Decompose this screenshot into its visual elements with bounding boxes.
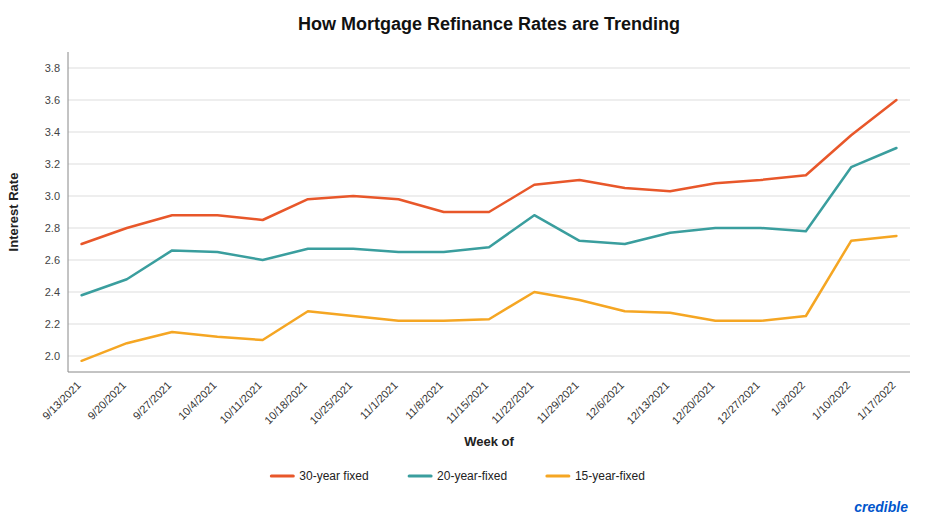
series-line bbox=[82, 148, 897, 295]
grid-line bbox=[68, 100, 910, 101]
y-tick-label: 2.2 bbox=[45, 318, 60, 330]
grid-line bbox=[68, 260, 910, 261]
legend-swatch bbox=[409, 475, 431, 478]
grid-line bbox=[68, 68, 910, 69]
y-tick-label: 3.4 bbox=[45, 126, 60, 138]
chart: How Mortgage Refinance Rates are Trendin… bbox=[0, 0, 932, 524]
x-tick-label: 10/18/2021 bbox=[262, 379, 309, 426]
y-tick-label: 3.2 bbox=[45, 158, 60, 170]
y-tick-label: 2.8 bbox=[45, 222, 60, 234]
y-axis-line bbox=[68, 52, 69, 372]
y-tick-label: 2.6 bbox=[45, 254, 60, 266]
x-tick-label: 10/25/2021 bbox=[307, 379, 354, 426]
x-tick-label: 11/8/2021 bbox=[403, 379, 446, 422]
x-tick-label: 9/20/2021 bbox=[85, 379, 128, 422]
x-axis-line bbox=[68, 372, 910, 373]
y-tick-label: 3.0 bbox=[45, 190, 60, 202]
legend-label: 30-year fixed bbox=[299, 469, 368, 483]
series-line bbox=[82, 100, 897, 244]
grid-line bbox=[68, 324, 910, 325]
legend: 30-year fixed 20-year-fixed 15-year-fixed bbox=[271, 469, 645, 483]
grid-line bbox=[68, 292, 910, 293]
x-tick-label: 12/13/2021 bbox=[624, 379, 671, 426]
legend-swatch bbox=[547, 475, 569, 478]
legend-swatch bbox=[271, 475, 293, 478]
y-tick-label: 2.0 bbox=[45, 350, 60, 362]
grid-line bbox=[68, 196, 910, 197]
x-tick-label: 9/13/2021 bbox=[40, 379, 83, 422]
grid-line bbox=[68, 164, 910, 165]
x-axis-label: Week of bbox=[464, 434, 514, 449]
grid-line bbox=[68, 228, 910, 229]
lines bbox=[82, 100, 897, 361]
grid bbox=[68, 68, 910, 356]
legend-label: 15-year-fixed bbox=[575, 469, 645, 483]
x-tick-label: 11/1/2021 bbox=[357, 379, 400, 422]
grid-line bbox=[68, 356, 910, 357]
y-axis-label: Interest Rate bbox=[6, 173, 21, 252]
annotation: credible bbox=[854, 499, 908, 515]
x-tick-label: 10/11/2021 bbox=[217, 379, 264, 426]
x-tick-label: 10/4/2021 bbox=[176, 379, 219, 422]
x-tick-label: 1/17/2022 bbox=[855, 379, 898, 422]
x-tick-label: 11/15/2021 bbox=[444, 379, 491, 426]
x-tick-label: 9/27/2021 bbox=[130, 379, 173, 422]
series-line bbox=[82, 236, 897, 361]
x-tick-label: 11/22/2021 bbox=[489, 379, 536, 426]
title: How Mortgage Refinance Rates are Trendin… bbox=[298, 14, 680, 34]
y-tick-label: 3.6 bbox=[45, 94, 60, 106]
x-tick-label: 11/29/2021 bbox=[534, 379, 581, 426]
y-tick-label: 3.8 bbox=[45, 62, 60, 74]
x-tick-label: 1/10/2022 bbox=[809, 379, 852, 422]
x-tick-label: 12/27/2021 bbox=[715, 379, 762, 426]
x-tick-label: 12/6/2021 bbox=[583, 379, 626, 422]
x-tick-label: 12/20/2021 bbox=[669, 379, 716, 426]
y-tick-label: 2.4 bbox=[45, 286, 60, 298]
x-tick-label: 1/3/2022 bbox=[769, 379, 808, 418]
legend-label: 20-year-fixed bbox=[437, 469, 507, 483]
grid-line bbox=[68, 132, 910, 133]
